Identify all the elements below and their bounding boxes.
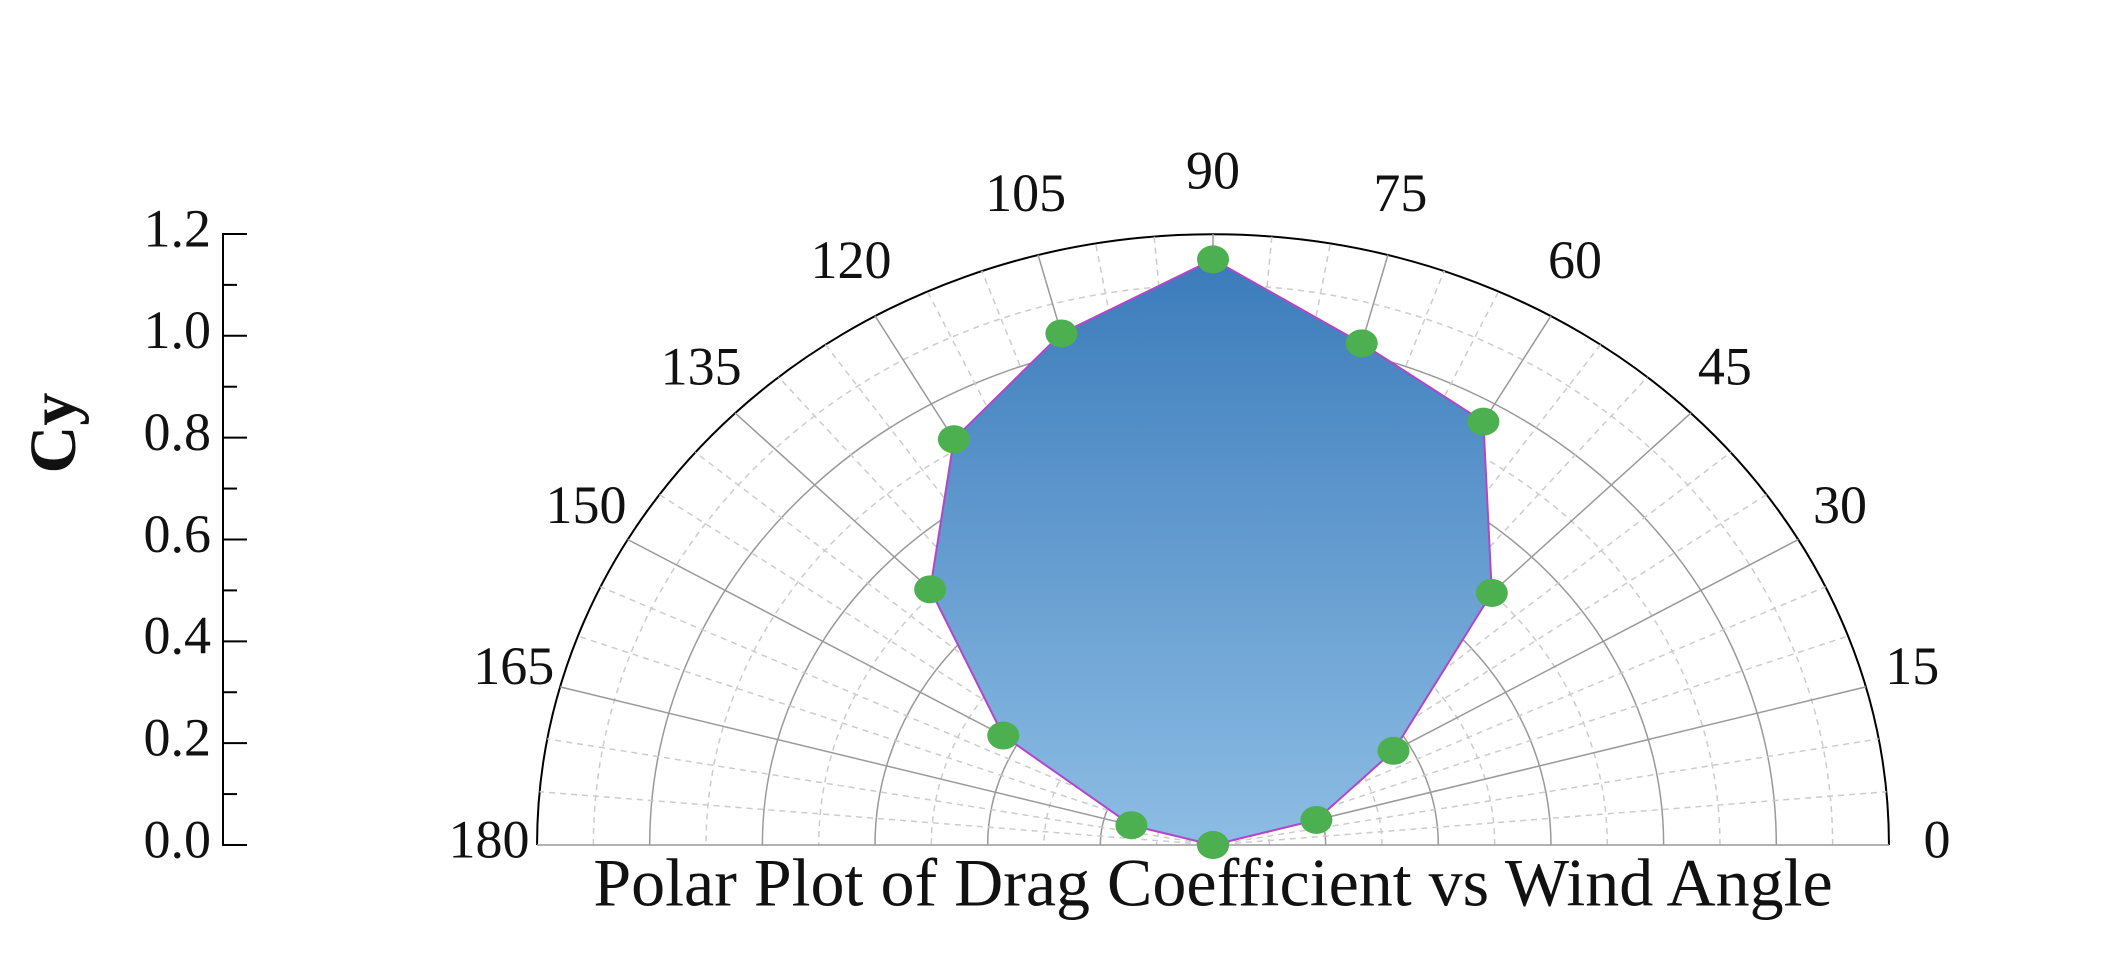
angle-tick-label: 105 (985, 163, 1066, 223)
data-point (1045, 319, 1078, 348)
minor-grid-spoke (577, 635, 1214, 846)
angle-tick-label: 0 (1923, 809, 1950, 869)
data-point (914, 575, 947, 604)
grid-spoke (559, 686, 1214, 846)
data-point (987, 721, 1020, 750)
angle-tick-label: 30 (1813, 475, 1867, 535)
angle-tick-label: 180 (449, 809, 530, 869)
angle-tick-label: 15 (1885, 636, 1939, 696)
y-tick-label: 0.8 (144, 402, 212, 462)
data-point (1115, 811, 1148, 840)
data-point (1197, 831, 1229, 859)
data-point (1377, 736, 1410, 765)
angle-tick-label: 75 (1373, 163, 1427, 223)
y-tick-label: 1.0 (144, 300, 212, 360)
minor-grid-spoke (1212, 451, 1732, 846)
y-tick-label: 0.0 (144, 809, 212, 869)
minor-grid-spoke (1212, 790, 1887, 846)
minor-grid-spoke (539, 790, 1214, 846)
angle-tick-label: 135 (661, 336, 742, 396)
data-point (1467, 407, 1500, 436)
minor-grid-spoke (547, 738, 1214, 846)
data-point (937, 425, 970, 454)
angle-tick-label: 120 (811, 230, 892, 290)
marks (914, 245, 1508, 859)
minor-grid-arc (817, 487, 1609, 846)
data-point (1475, 578, 1508, 607)
y-tick-label: 0.6 (144, 504, 212, 564)
y-tick-label: 0.2 (144, 708, 212, 768)
angle-tick-label: 165 (473, 636, 554, 696)
data-point (1300, 805, 1333, 834)
chart-title: Polar Plot of Drag Coefficient vs Wind A… (593, 845, 1832, 921)
y-axis-label: Cy (17, 393, 90, 474)
minor-grid-spoke (694, 451, 1214, 846)
angle-tick-label: 90 (1186, 140, 1240, 200)
angle-tick-label: 60 (1548, 230, 1602, 290)
angle-tick-label: 150 (546, 475, 627, 535)
data-point (1197, 245, 1229, 274)
data-point (1345, 329, 1378, 358)
angle-tick-label: 45 (1698, 336, 1752, 396)
y-tick-label: 1.2 (144, 198, 212, 258)
y-tick-label: 0.4 (144, 606, 212, 666)
